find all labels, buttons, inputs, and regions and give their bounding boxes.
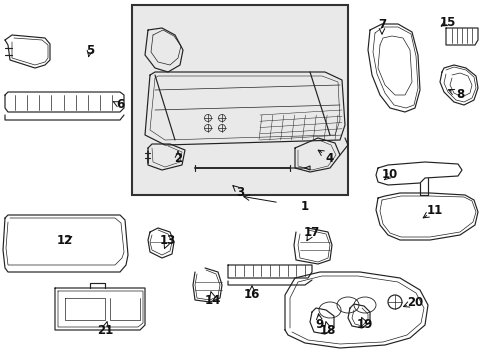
Text: 2: 2	[174, 152, 182, 165]
Text: 18: 18	[319, 324, 336, 337]
Text: 1: 1	[300, 201, 308, 213]
Text: 14: 14	[204, 293, 221, 306]
Text: 17: 17	[303, 225, 320, 238]
Text: 19: 19	[356, 319, 372, 332]
Text: 7: 7	[377, 18, 385, 31]
Text: 21: 21	[97, 324, 113, 337]
Text: 11: 11	[426, 203, 442, 216]
Text: 3: 3	[235, 185, 244, 198]
Text: 4: 4	[325, 152, 333, 165]
Text: 15: 15	[439, 15, 455, 28]
Text: 12: 12	[57, 234, 73, 247]
Text: 16: 16	[244, 288, 260, 302]
Text: 20: 20	[406, 296, 422, 309]
Text: 6: 6	[116, 99, 124, 112]
Text: 10: 10	[381, 168, 397, 181]
Text: 9: 9	[315, 319, 324, 332]
Text: 8: 8	[455, 89, 463, 102]
Text: 5: 5	[86, 44, 94, 57]
Text: 13: 13	[160, 234, 176, 247]
Bar	[132, 5, 347, 195]
